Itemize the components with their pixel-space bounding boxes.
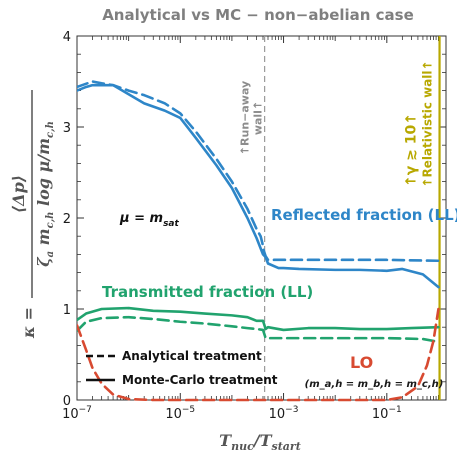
y-tick-label: 3 xyxy=(63,121,71,136)
legend-analytical-label: Analytical treatment xyxy=(122,349,262,363)
x-tick-label: 10−1 xyxy=(372,405,402,422)
y-tick-label: 0 xyxy=(63,394,71,409)
series-transmitted-fraction-ll-monte-carlo xyxy=(77,306,440,332)
gamma-label-group: ↑γ ≳ 10↑ xyxy=(404,113,420,187)
x-axis-label: Tnuc/Tstart xyxy=(219,431,301,453)
x-tick-label: 10−7 xyxy=(62,405,92,422)
y-tick-label: 1 xyxy=(63,303,71,318)
relativistic-label: ↑Relativistic wall↑ xyxy=(421,60,435,187)
svg-text:κ =: κ = xyxy=(19,307,38,339)
legend: Analytical treatment Monte-Carlo treatmen… xyxy=(86,349,278,387)
svg-text:ζa mc,h log μ/mc,h: ζa mc,h log μ/mc,h xyxy=(34,121,56,267)
transmitted-fraction-label: Transmitted fraction (LL) xyxy=(102,283,313,301)
mu-condition-label: μ = msat xyxy=(119,211,179,229)
gamma-label: ↑γ ≳ 10↑ xyxy=(404,113,420,187)
series-transmitted-fraction-ll-analytical xyxy=(77,315,440,344)
svg-text:⟨Δp⟩: ⟨Δp⟩ xyxy=(9,175,28,213)
reflected-fraction-label: Reflected fraction (LL) xyxy=(271,206,457,224)
legend-mc-label: Monte-Carlo treatment xyxy=(122,373,278,387)
series-reflected-fraction-ll-analytical xyxy=(77,80,440,263)
x-tick-label: 10−3 xyxy=(269,405,299,422)
runaway-label-line2: wall↑ xyxy=(252,101,265,135)
y-tick-label: 2 xyxy=(63,212,71,227)
y-axis-label: κ = ⟨Δp⟩ ζa mc,h log μ/mc,h xyxy=(9,90,56,339)
y-tick-label: 4 xyxy=(63,30,71,45)
lo-condition-label: (m_a,h = m_b,h = m_c,h) xyxy=(305,379,444,390)
relativistic-label-group: ↑Relativistic wall↑ xyxy=(421,60,435,187)
lo-label: LO xyxy=(350,353,373,372)
runaway-wall-label: ↑Run−away wall↑ xyxy=(239,81,265,155)
runaway-label-line1: ↑Run−away xyxy=(239,81,252,155)
series-reflected-fraction-ll-monte-carlo xyxy=(77,83,440,289)
x-tick-label: 10−5 xyxy=(165,405,195,422)
chart-title: Analytical vs MC − non−abelian case xyxy=(102,6,414,24)
